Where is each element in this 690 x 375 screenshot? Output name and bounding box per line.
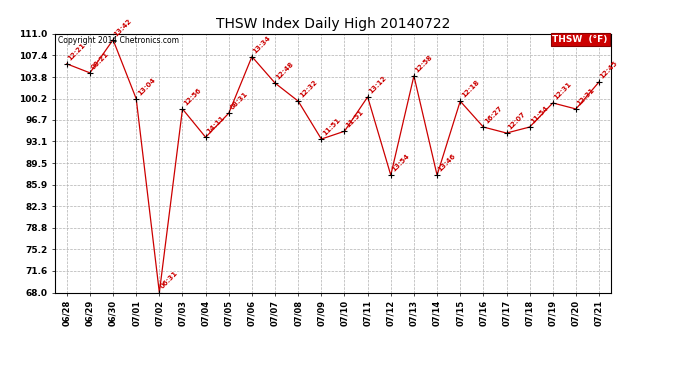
Text: 13:42: 13:42 [113,17,133,38]
Text: 08:21: 08:21 [90,51,110,70]
Text: 12:07: 12:07 [506,111,526,130]
Text: 12:21: 12:21 [67,42,86,62]
Text: 08:31: 08:31 [229,91,249,111]
Text: 11:51: 11:51 [344,109,364,129]
Text: Copyright 2014 Chetronics.com: Copyright 2014 Chetronics.com [58,36,179,45]
Text: 12:31: 12:31 [553,81,573,100]
Text: 13:46: 13:46 [437,153,457,173]
Title: THSW Index Daily High 20140722: THSW Index Daily High 20140722 [216,17,450,31]
Text: THSW  (°F): THSW (°F) [553,35,608,44]
Text: 13:34: 13:34 [252,34,272,54]
Text: 12:45: 12:45 [599,60,619,80]
Text: 12:31: 12:31 [576,87,596,106]
Text: 16:27: 16:27 [484,105,503,125]
Text: 14:11: 14:11 [206,115,226,135]
Text: 12:18: 12:18 [460,79,480,99]
Text: 12:32: 12:32 [298,79,318,99]
Text: 12:58: 12:58 [414,54,434,74]
Text: 11:54: 11:54 [530,105,550,125]
Text: 06:31: 06:31 [159,270,179,290]
Text: 13:54: 13:54 [391,153,411,173]
Text: 12:56: 12:56 [182,87,202,106]
Text: 12:48: 12:48 [275,61,295,81]
Text: 13:12: 13:12 [368,75,388,94]
Text: 13:04: 13:04 [136,76,156,96]
Text: 11:51: 11:51 [322,117,342,136]
